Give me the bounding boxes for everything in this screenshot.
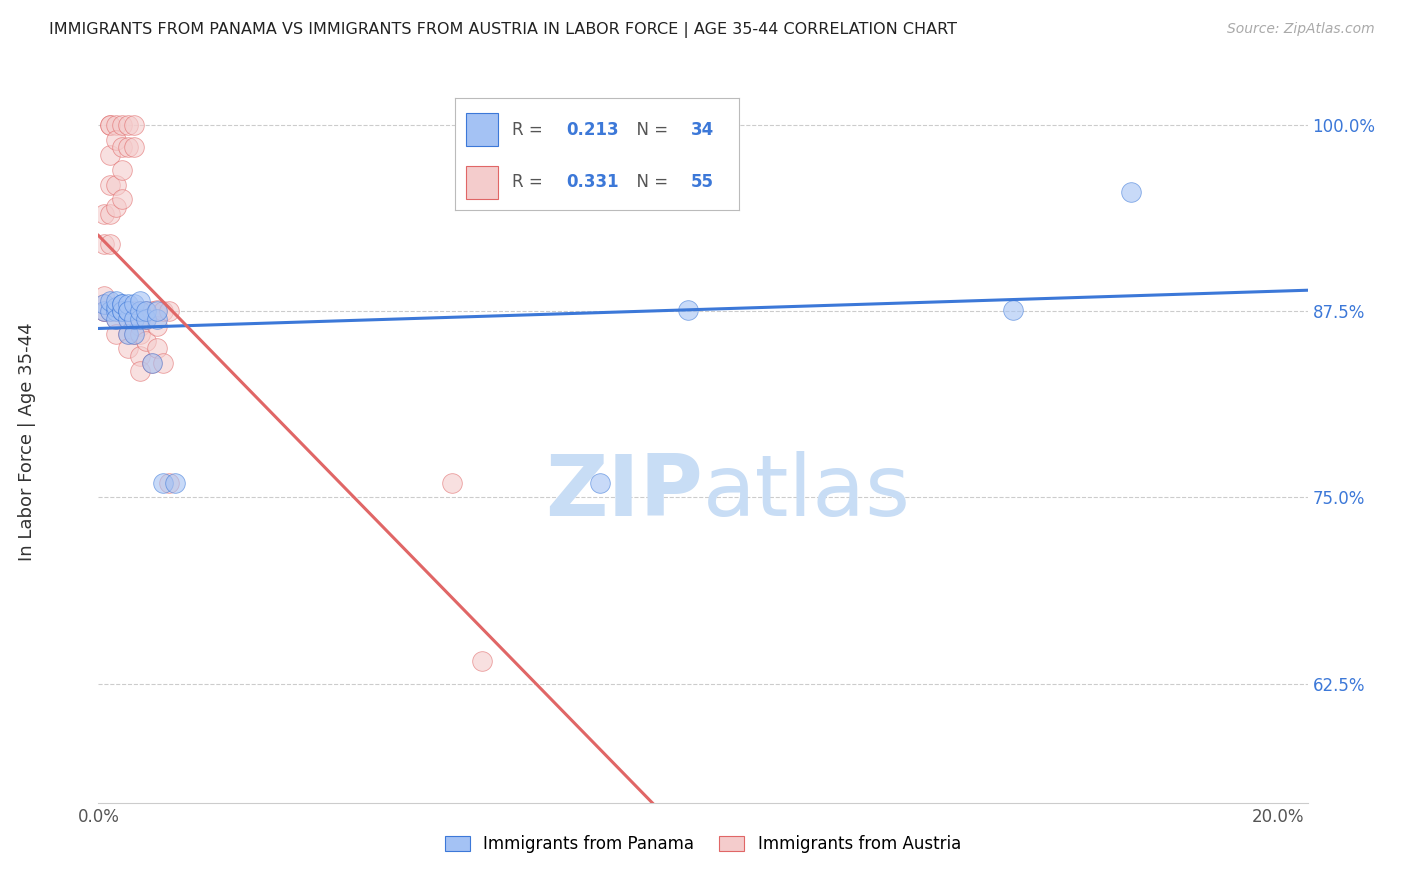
- Point: [141, 356, 163, 370]
- Point: [146, 319, 169, 334]
- Point: [122, 140, 145, 154]
- Text: atlas: atlas: [703, 450, 911, 533]
- Point: [111, 304, 134, 318]
- Point: [105, 118, 128, 132]
- Point: [122, 326, 145, 341]
- Point: [1119, 185, 1142, 199]
- Point: [93, 237, 115, 252]
- Point: [105, 300, 128, 314]
- Point: [141, 304, 163, 318]
- Point: [117, 297, 139, 311]
- Point: [122, 118, 145, 132]
- Point: [471, 654, 494, 668]
- Point: [128, 311, 150, 326]
- Point: [111, 118, 134, 132]
- Point: [117, 342, 139, 356]
- Point: [122, 304, 145, 318]
- Point: [98, 304, 121, 318]
- Point: [117, 304, 139, 318]
- Point: [128, 319, 150, 334]
- Point: [98, 304, 121, 318]
- Point: [128, 304, 150, 318]
- Point: [117, 304, 139, 318]
- Point: [117, 326, 139, 341]
- Point: [93, 289, 115, 303]
- Point: [141, 356, 163, 370]
- Point: [146, 342, 169, 356]
- Point: [117, 118, 139, 132]
- Point: [105, 304, 128, 318]
- Point: [122, 297, 145, 311]
- Point: [146, 304, 169, 318]
- Point: [105, 311, 128, 326]
- Point: [117, 326, 139, 341]
- Point: [98, 118, 121, 132]
- Point: [98, 237, 121, 252]
- Point: [111, 304, 134, 318]
- Point: [117, 140, 139, 154]
- Point: [117, 311, 139, 326]
- Point: [98, 118, 121, 132]
- Point: [98, 148, 121, 162]
- Point: [105, 133, 128, 147]
- Legend: Immigrants from Panama, Immigrants from Austria: Immigrants from Panama, Immigrants from …: [439, 828, 967, 860]
- Point: [135, 311, 157, 326]
- Point: [122, 326, 145, 341]
- Point: [105, 304, 128, 318]
- Point: [111, 297, 134, 311]
- Point: [135, 311, 157, 326]
- Point: [135, 334, 157, 348]
- Point: [98, 293, 121, 308]
- Point: [122, 311, 145, 326]
- Point: [98, 207, 121, 221]
- Point: [128, 364, 150, 378]
- Point: [165, 475, 187, 490]
- Point: [678, 302, 700, 317]
- Point: [111, 140, 134, 154]
- Point: [117, 311, 139, 326]
- Point: [93, 297, 115, 311]
- Point: [441, 475, 464, 490]
- Point: [122, 311, 145, 326]
- Point: [152, 356, 174, 370]
- Point: [128, 349, 150, 363]
- Point: [146, 311, 169, 326]
- Point: [93, 297, 115, 311]
- Point: [105, 200, 128, 214]
- Point: [135, 304, 157, 318]
- Point: [93, 304, 115, 318]
- Point: [589, 475, 612, 490]
- Point: [111, 162, 134, 177]
- Text: ZIP: ZIP: [546, 450, 703, 533]
- Point: [105, 293, 128, 308]
- Point: [93, 304, 115, 318]
- Point: [152, 304, 174, 318]
- Point: [157, 304, 180, 318]
- Point: [105, 178, 128, 192]
- Point: [135, 304, 157, 318]
- Point: [128, 304, 150, 318]
- Text: Source: ZipAtlas.com: Source: ZipAtlas.com: [1227, 22, 1375, 37]
- Y-axis label: In Labor Force | Age 35-44: In Labor Force | Age 35-44: [18, 322, 37, 561]
- Point: [146, 302, 169, 317]
- Text: IMMIGRANTS FROM PANAMA VS IMMIGRANTS FROM AUSTRIA IN LABOR FORCE | AGE 35-44 COR: IMMIGRANTS FROM PANAMA VS IMMIGRANTS FRO…: [49, 22, 957, 38]
- Point: [152, 475, 174, 490]
- Point: [93, 207, 115, 221]
- Point: [93, 304, 115, 318]
- Point: [105, 311, 128, 326]
- Point: [105, 326, 128, 341]
- Point: [111, 193, 134, 207]
- Point: [111, 297, 134, 311]
- Point: [157, 475, 180, 490]
- Point: [128, 326, 150, 341]
- Point: [1001, 302, 1024, 317]
- Point: [98, 178, 121, 192]
- Point: [128, 311, 150, 326]
- Point: [128, 293, 150, 308]
- Point: [117, 304, 139, 318]
